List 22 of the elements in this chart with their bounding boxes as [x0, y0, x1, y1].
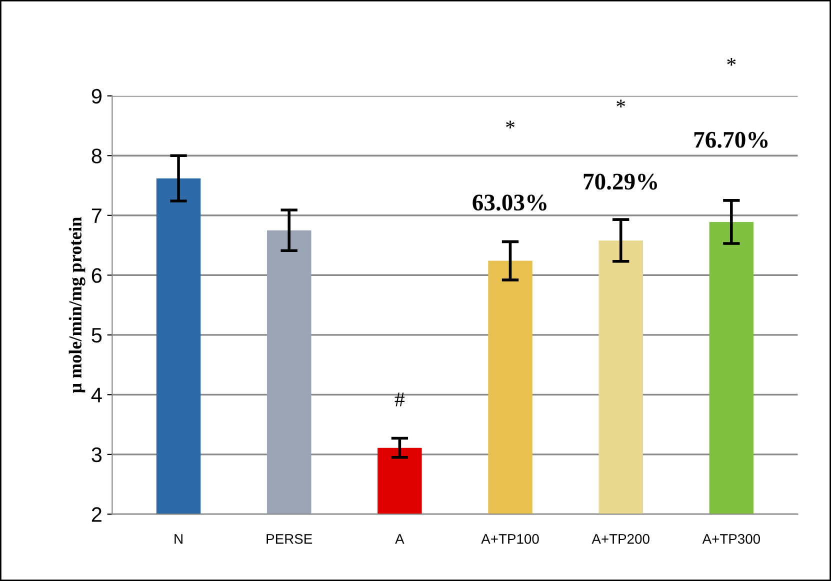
x-tick-label: A	[395, 534, 404, 544]
annotation: 76.70%	[694, 132, 768, 148]
text: *	[727, 58, 736, 66]
annotation: *	[506, 120, 514, 128]
y-tick-label: 7	[92, 208, 102, 223]
y-tick-label: 9	[92, 88, 102, 104]
x-tick-label: PERSE	[266, 534, 312, 544]
y-tick-label: 2	[92, 507, 102, 522]
annotation: 70.29%	[584, 174, 657, 190]
annotation: 63.03%	[472, 194, 546, 211]
x-tick-label: A+TP200	[592, 534, 650, 544]
y-tick-label: 6	[92, 268, 102, 283]
y-tick-label: 5	[92, 328, 102, 343]
x-tick-label: N	[174, 534, 182, 544]
y-tick-label: 4	[91, 388, 102, 402]
annotation: #	[394, 392, 405, 406]
annotation: *	[616, 100, 626, 108]
y-tick-label: 3	[92, 447, 102, 462]
x-tick-label: A+TP100	[481, 534, 539, 544]
y-axis-title: µ mole/min/mg protein	[68, 217, 86, 394]
y-tick-label: 8	[92, 148, 102, 164]
x-tick-label: A+TP300	[702, 534, 760, 544]
